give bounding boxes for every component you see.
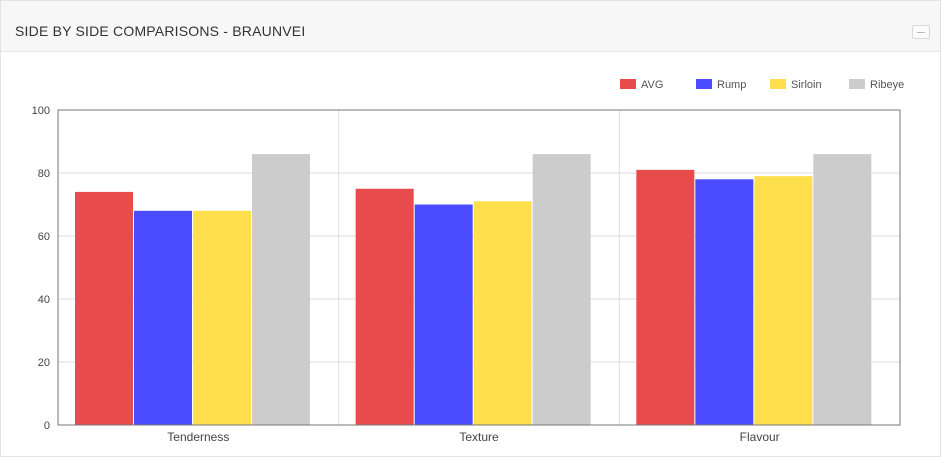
y-tick-label: 20 bbox=[38, 357, 50, 369]
bar-rump-tenderness bbox=[134, 210, 192, 425]
legend-label-rump: Rump bbox=[717, 79, 746, 91]
bar-ribeye-texture bbox=[532, 154, 591, 425]
y-tick-label: 0 bbox=[44, 420, 50, 432]
bar-ribeye-tenderness bbox=[252, 154, 310, 425]
legend-swatch-avg bbox=[620, 79, 636, 89]
plot-border bbox=[57, 109, 901, 426]
legend-label-avg: AVG bbox=[641, 79, 663, 91]
bar-avg-flavour bbox=[636, 169, 695, 425]
x-tick-label: Tenderness bbox=[167, 430, 229, 444]
panel-title: SIDE BY SIDE COMPARISONS - BRAUNVEI bbox=[15, 23, 306, 39]
y-tick-label: 60 bbox=[38, 231, 50, 243]
y-tick-label: 40 bbox=[38, 294, 50, 306]
panel-header: SIDE BY SIDE COMPARISONS - BRAUNVEI bbox=[1, 1, 940, 52]
collapse-button[interactable] bbox=[912, 25, 930, 39]
x-tick-label: Texture bbox=[459, 430, 499, 444]
bar-rump-texture bbox=[414, 204, 473, 425]
bar-sirloin-tenderness bbox=[193, 210, 251, 425]
minus-icon bbox=[917, 32, 925, 33]
y-tick-label: 80 bbox=[38, 168, 50, 180]
bar-sirloin-flavour bbox=[754, 176, 813, 425]
y-tick-label: 100 bbox=[32, 105, 50, 117]
legend-label-sirloin: Sirloin bbox=[791, 79, 822, 91]
x-tick-label: Flavour bbox=[740, 430, 780, 444]
legend-swatch-rump bbox=[696, 79, 712, 89]
bar-sirloin-texture bbox=[473, 201, 532, 425]
legend-swatch-ribeye bbox=[849, 79, 865, 89]
legend-swatch-sirloin bbox=[770, 79, 786, 89]
legend-label-ribeye: Ribeye bbox=[870, 79, 904, 91]
bar-avg-texture bbox=[355, 188, 414, 425]
bar-ribeye-flavour bbox=[813, 154, 872, 425]
bar-rump-flavour bbox=[695, 179, 754, 425]
bar-avg-tenderness bbox=[75, 191, 133, 425]
